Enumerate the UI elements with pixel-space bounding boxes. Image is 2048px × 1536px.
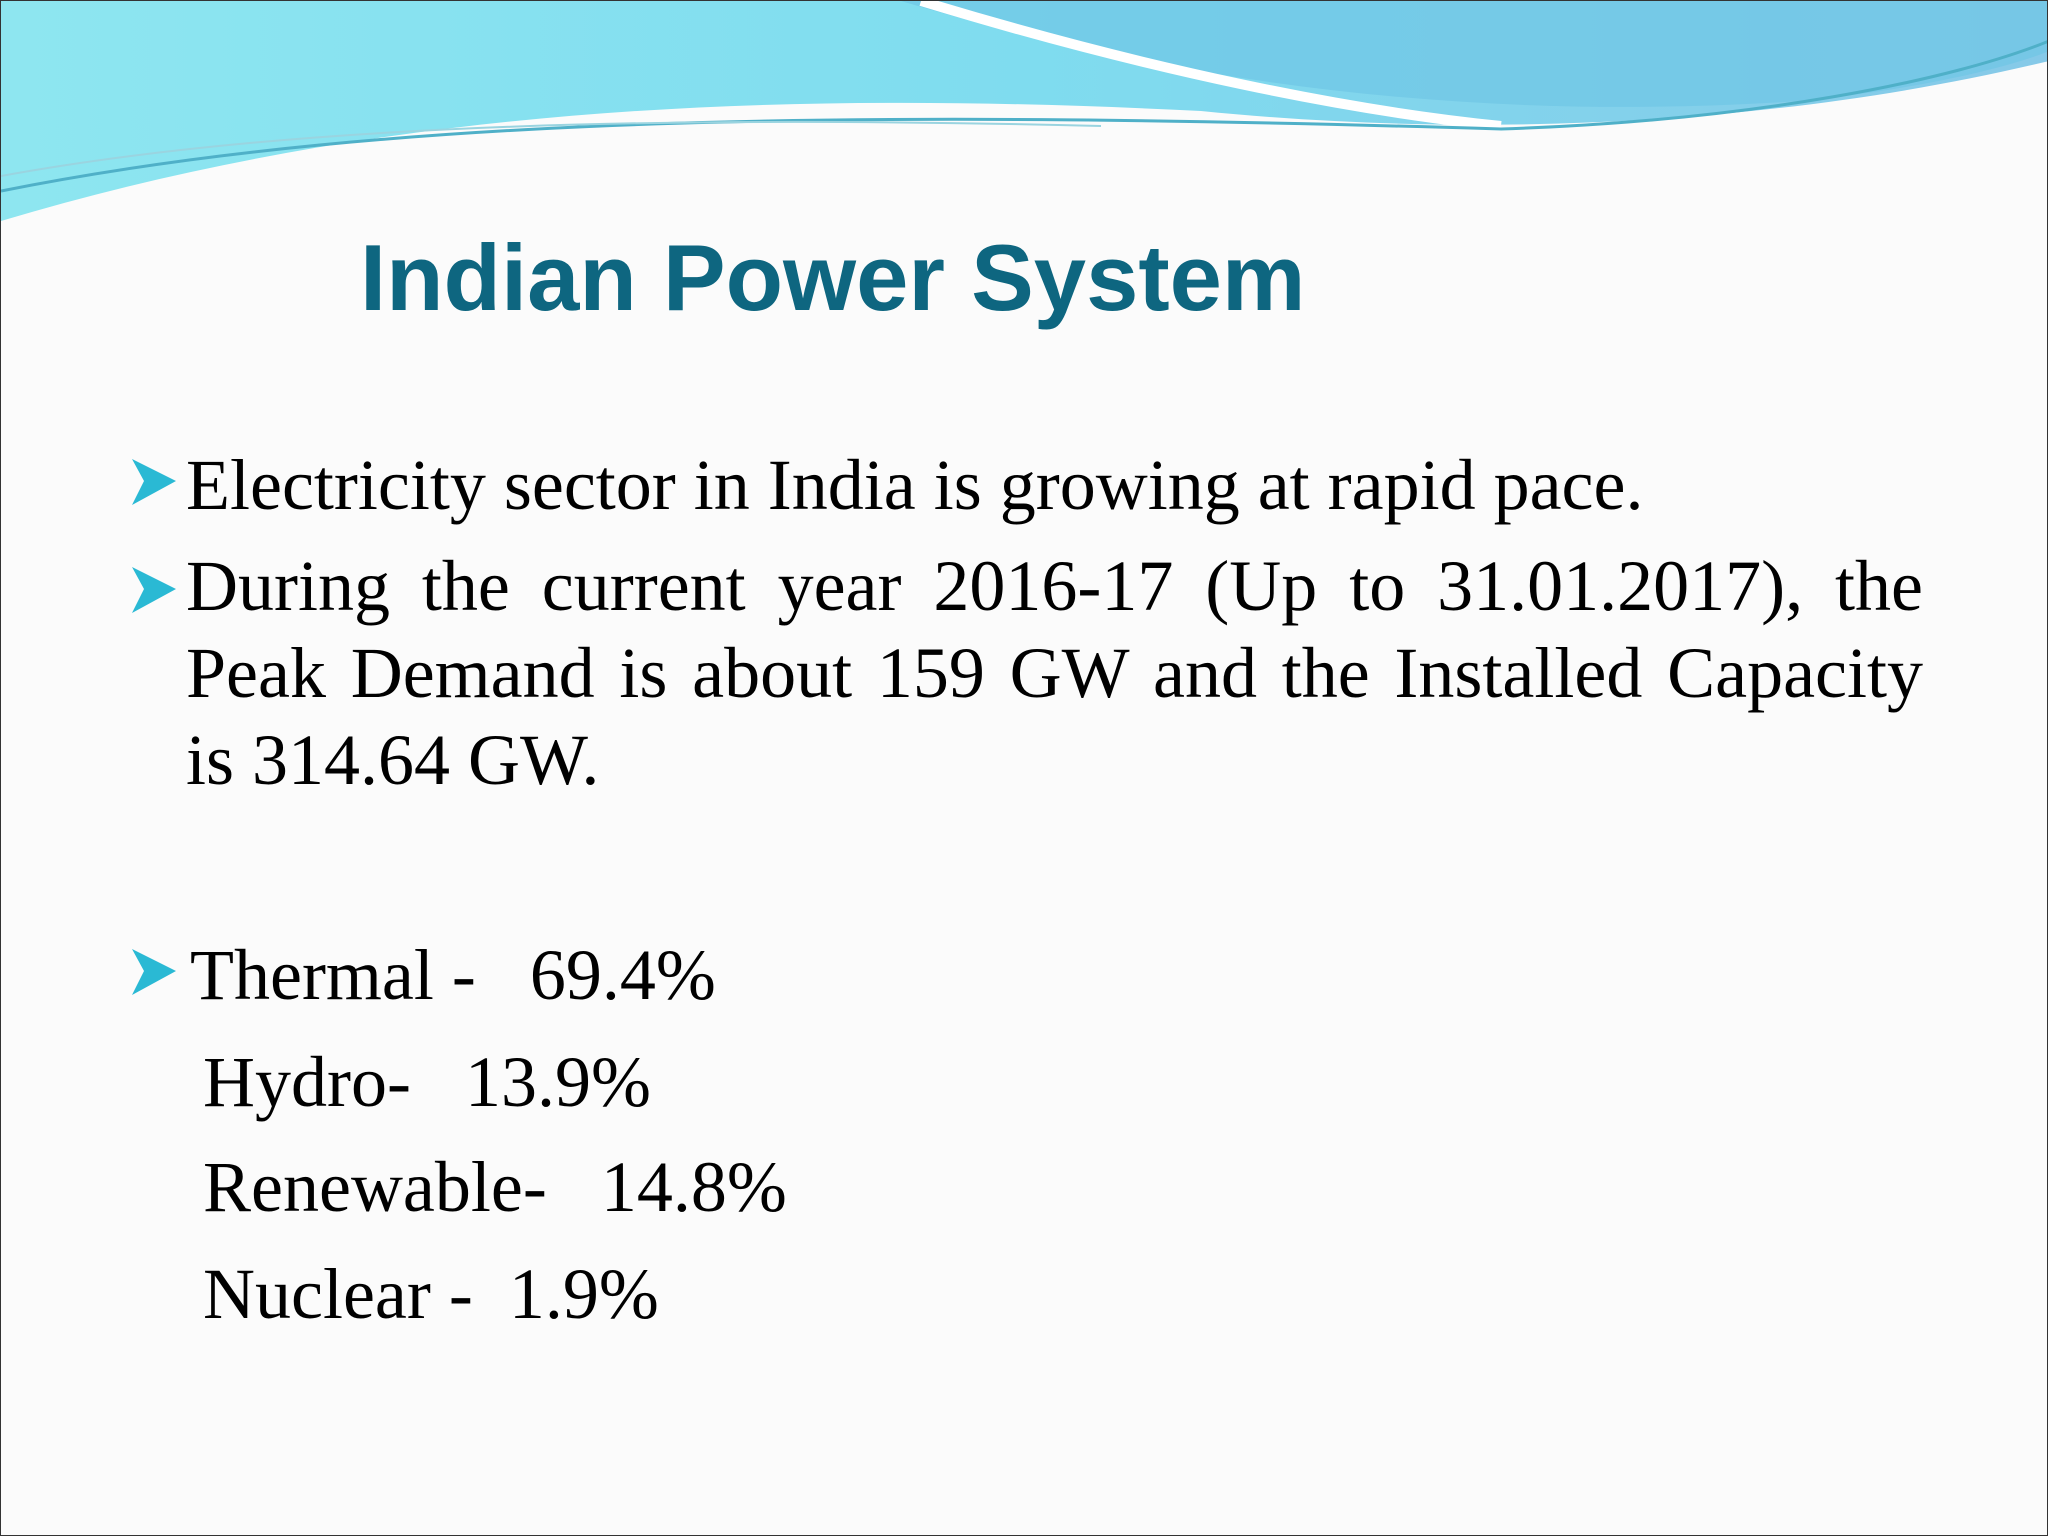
share-line: Renewable- 14.8%	[203, 1147, 787, 1227]
bullet-text: During the current year 2016-17 (Up to 3…	[186, 546, 1923, 800]
header-waves	[1, 1, 2047, 221]
bullet-text: Electricity sector in India is growing a…	[186, 445, 1644, 525]
bullet-arrow	[132, 459, 176, 505]
share-line: Thermal - 69.4%	[190, 935, 716, 1015]
bullet-arrow	[132, 949, 176, 995]
share-line: Hydro- 13.9%	[203, 1042, 651, 1122]
bullet-arrow	[132, 567, 176, 613]
share-line: Nuclear - 1.9%	[203, 1254, 659, 1334]
slide-title: Indian Power System	[360, 225, 1306, 330]
